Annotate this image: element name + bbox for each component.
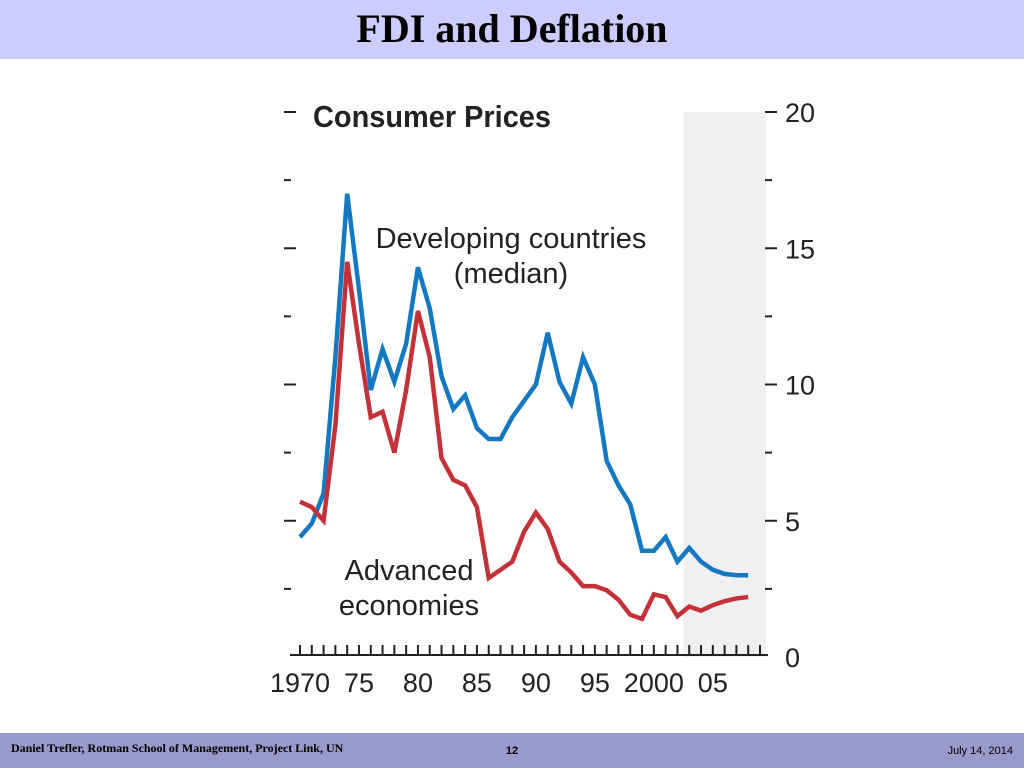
chart-title: Consumer Prices: [313, 99, 551, 134]
y-tick-label: 0: [785, 643, 800, 673]
footer-date: July 14, 2014: [947, 745, 1013, 757]
x-tick-label: 90: [521, 668, 551, 698]
x-tick-label: 80: [403, 668, 433, 698]
right-axis: 0 5 10 15 20: [765, 98, 815, 673]
y-tick-label: 5: [785, 507, 800, 537]
y-tick-label: 20: [785, 98, 815, 128]
y-tick-label: 10: [785, 371, 815, 401]
x-tick-label: 75: [344, 668, 374, 698]
series-lines: [298, 193, 749, 622]
forecast-shaded-region: [683, 112, 766, 657]
x-tick-label: 05: [698, 668, 728, 698]
footer-bar: [0, 733, 1024, 768]
series-label: Advanced: [345, 555, 474, 587]
series-line-advanced-economies: [299, 261, 749, 622]
title-bar: [0, 0, 1024, 59]
footer-author: Daniel Trefler, Rotman School of Managem…: [11, 741, 344, 755]
page-number: 12: [505, 745, 519, 757]
series-labels: Developing countries(median) Advancedecon…: [339, 223, 647, 622]
series-label: economies: [339, 590, 479, 622]
x-axis: 1970 75 80 85 90 95 2000 05: [270, 645, 761, 698]
series-label: Developing countries: [376, 223, 647, 255]
y-tick-label: 15: [785, 234, 815, 264]
slide-title: FDI and Deflation: [356, 6, 668, 51]
x-tick-label: 85: [462, 668, 492, 698]
x-tick-label: 2000: [624, 668, 684, 698]
x-tick-label: 95: [580, 668, 610, 698]
left-axis-ticks: [284, 111, 296, 590]
series-line-developing-countries-median: [298, 193, 749, 578]
series-label: (median): [454, 258, 568, 290]
x-tick-label: 1970: [270, 668, 330, 698]
